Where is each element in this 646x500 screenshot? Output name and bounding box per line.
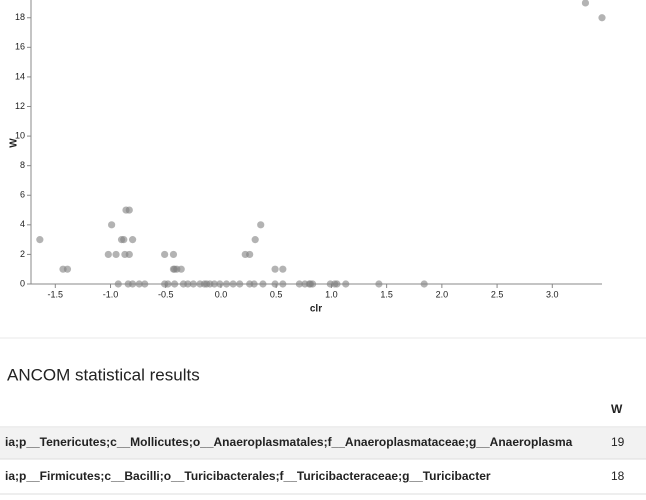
y-tick-label: 8 <box>20 160 25 170</box>
row-background <box>0 428 646 459</box>
point <box>259 280 267 288</box>
point <box>63 265 72 273</box>
point <box>229 280 237 288</box>
point <box>216 280 224 288</box>
x-tick-label: 0.5 <box>270 289 283 299</box>
point <box>236 280 244 288</box>
x-axis-label: clr <box>310 304 322 315</box>
point <box>257 221 265 229</box>
x-tick-label: -1.5 <box>48 289 64 299</box>
x-tick-label: 1.0 <box>325 289 338 299</box>
y-tick-label: 12 <box>15 101 25 111</box>
row-value: 18 <box>611 469 625 483</box>
point <box>104 250 112 259</box>
point <box>210 280 218 288</box>
x-tick-label: 3.0 <box>546 289 559 299</box>
y-tick-label: 14 <box>15 71 25 81</box>
point <box>420 280 428 288</box>
x-tick-label: -1.0 <box>103 289 119 299</box>
x-tick-label: 2.5 <box>491 289 504 299</box>
point <box>108 221 116 229</box>
point <box>598 14 606 22</box>
y-tick-label: 0 <box>20 278 25 288</box>
point <box>251 236 259 244</box>
point <box>333 280 341 288</box>
point <box>279 280 287 288</box>
point <box>135 280 143 288</box>
point <box>295 280 303 288</box>
column-header: W <box>611 402 623 416</box>
y-tick-label: 16 <box>15 42 25 52</box>
point <box>279 265 287 273</box>
point <box>125 206 133 214</box>
point <box>114 280 122 288</box>
y-tick-label: 4 <box>20 219 25 229</box>
point <box>271 280 279 288</box>
point <box>271 265 279 273</box>
row-label: ia;p__Tenericutes;c__Mollicutes;o__Anaer… <box>5 435 573 449</box>
point <box>169 250 178 259</box>
row-value: 19 <box>611 435 625 449</box>
point <box>222 280 231 288</box>
point <box>177 265 185 273</box>
x-tick-label: 0.0 <box>215 289 228 299</box>
point <box>129 280 137 288</box>
point <box>36 236 44 244</box>
section-title: ANCOM statistical results <box>7 365 200 384</box>
y-tick-label: 2 <box>20 249 25 259</box>
point <box>184 280 192 288</box>
x-tick-label: -0.5 <box>158 289 174 299</box>
y-tick-label: 18 <box>15 12 25 22</box>
point <box>309 280 317 288</box>
point <box>246 250 254 259</box>
point <box>120 236 128 244</box>
x-tick-label: 2.0 <box>436 289 449 299</box>
y-tick-label: 10 <box>15 130 25 140</box>
y-axis-label: W <box>9 138 20 148</box>
y-tick-label: 6 <box>20 190 25 200</box>
point <box>170 280 179 288</box>
point <box>342 280 350 288</box>
x-tick-label: 1.5 <box>380 289 393 299</box>
point <box>141 280 149 288</box>
point <box>129 236 137 244</box>
row-label: ia;p__Firmicutes;c__Bacilli;o__Turicibac… <box>5 469 491 483</box>
point <box>125 250 133 259</box>
point <box>161 250 169 259</box>
point <box>112 250 120 259</box>
point <box>250 280 258 288</box>
point <box>375 280 383 288</box>
point <box>189 280 197 288</box>
point <box>581 0 590 7</box>
point <box>164 280 172 288</box>
